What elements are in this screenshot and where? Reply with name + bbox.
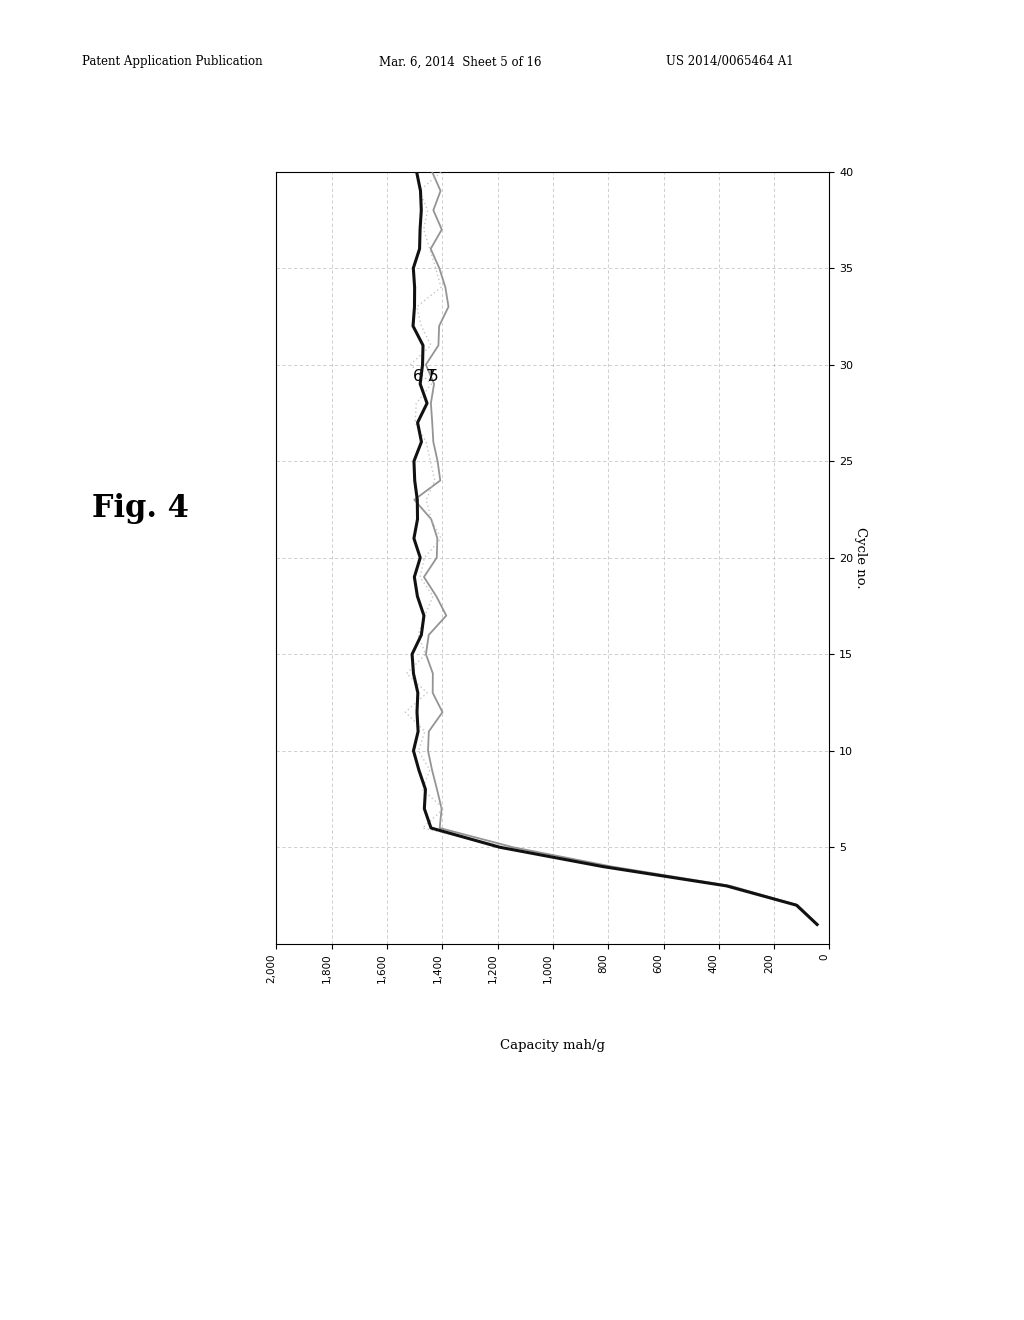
X-axis label: Capacity mah/g: Capacity mah/g — [501, 1039, 605, 1052]
Text: Patent Application Publication: Patent Application Publication — [82, 55, 262, 69]
Text: 7: 7 — [426, 370, 435, 384]
Y-axis label: Cycle no.: Cycle no. — [854, 527, 867, 589]
Text: Fig. 4: Fig. 4 — [92, 492, 189, 524]
Text: 5: 5 — [429, 370, 439, 384]
Text: 6: 6 — [413, 370, 422, 384]
Text: US 2014/0065464 A1: US 2014/0065464 A1 — [666, 55, 794, 69]
Text: Mar. 6, 2014  Sheet 5 of 16: Mar. 6, 2014 Sheet 5 of 16 — [379, 55, 542, 69]
